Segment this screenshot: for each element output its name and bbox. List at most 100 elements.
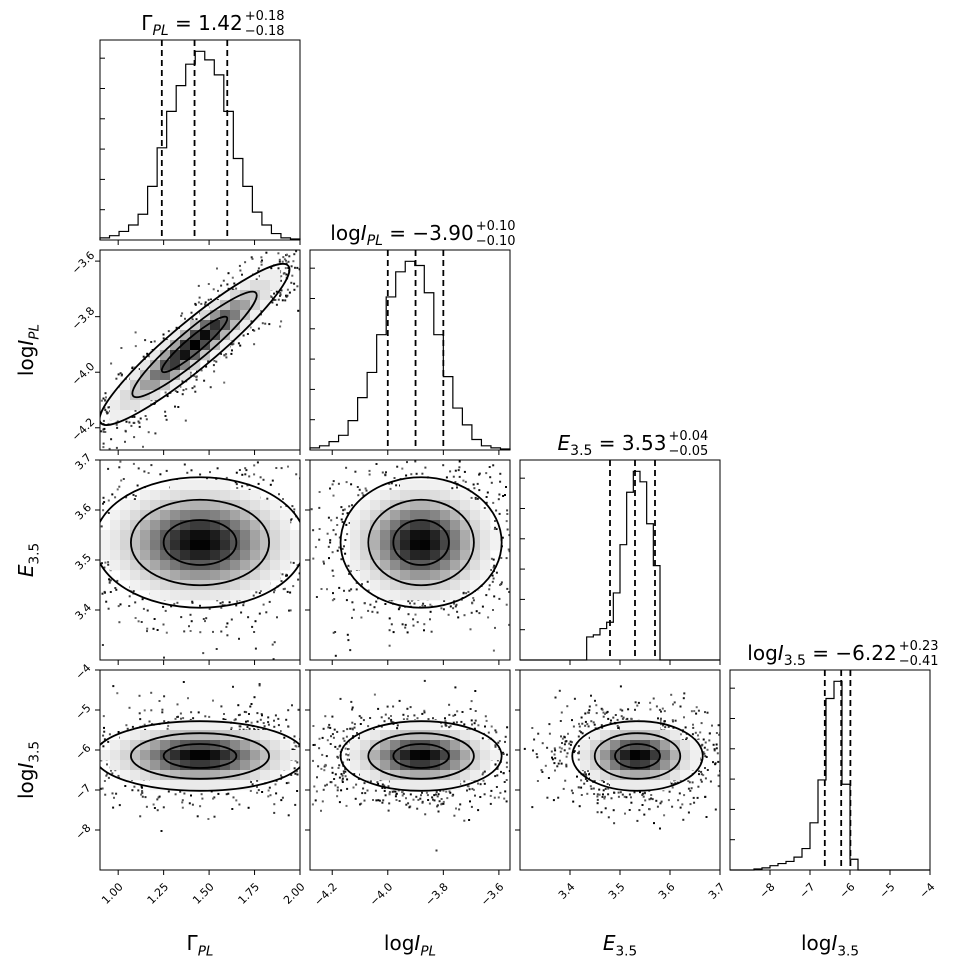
density-cell bbox=[220, 590, 231, 601]
scatter-point bbox=[557, 796, 560, 799]
scatter-point bbox=[404, 626, 407, 629]
scatter-point bbox=[287, 814, 290, 817]
scatter-point bbox=[679, 806, 682, 809]
scatter-point bbox=[189, 718, 192, 721]
scatter-point bbox=[456, 710, 459, 713]
scatter-point bbox=[113, 796, 115, 799]
density-cell bbox=[360, 510, 371, 521]
scatter-point bbox=[326, 532, 329, 535]
density-cell bbox=[440, 780, 451, 791]
density-cell bbox=[380, 570, 391, 581]
scatter-point bbox=[580, 794, 583, 796]
scatter-point bbox=[685, 738, 687, 741]
scatter-point bbox=[259, 309, 262, 312]
density-cell bbox=[630, 750, 641, 761]
scatter-point bbox=[548, 723, 551, 726]
x-tick-label-lognpl: −4.2 bbox=[312, 880, 340, 908]
scatter-point bbox=[554, 757, 557, 760]
density-cell bbox=[190, 510, 201, 521]
scatter-point bbox=[561, 742, 563, 744]
density-cell bbox=[180, 350, 191, 361]
scatter-point bbox=[133, 785, 136, 788]
scatter-point bbox=[388, 791, 391, 794]
hist-panel-gamma: ΓPL = 1.42 +0.18−0.18 bbox=[99, 9, 301, 245]
scatter-point bbox=[386, 705, 389, 708]
scatter-point bbox=[377, 799, 380, 802]
density-cell bbox=[400, 570, 411, 581]
scatter-point bbox=[287, 781, 290, 784]
scatter-point bbox=[493, 796, 496, 799]
scatter-point bbox=[204, 715, 207, 718]
scatter-point bbox=[141, 786, 143, 789]
density-cell bbox=[160, 780, 171, 791]
scatter-point bbox=[422, 602, 425, 605]
scatter-point bbox=[227, 792, 230, 795]
density-cell bbox=[450, 740, 461, 751]
scatter-point bbox=[472, 599, 475, 602]
density-cell bbox=[240, 300, 251, 311]
scatter-point bbox=[342, 730, 345, 733]
scatter-point bbox=[162, 337, 165, 340]
density-cell bbox=[220, 550, 231, 561]
density-cell bbox=[610, 740, 621, 751]
scatter-point bbox=[147, 355, 150, 358]
density-cell bbox=[450, 730, 461, 741]
density-cell bbox=[430, 540, 441, 551]
scatter-point bbox=[103, 730, 106, 733]
scatter-point bbox=[288, 609, 291, 612]
scatter-point bbox=[120, 479, 123, 482]
density-cell bbox=[480, 740, 491, 751]
scatter-point bbox=[323, 765, 326, 768]
scatter-point bbox=[334, 773, 337, 776]
density-cell bbox=[660, 760, 671, 771]
density-cell bbox=[380, 770, 391, 781]
density-cell bbox=[120, 400, 131, 411]
scatter-point bbox=[557, 762, 560, 765]
density-cell bbox=[230, 320, 241, 331]
density-cell bbox=[190, 340, 201, 351]
scatter-point bbox=[264, 322, 267, 325]
scatter-point bbox=[595, 712, 598, 715]
scatter-point bbox=[605, 711, 608, 714]
scatter-point bbox=[697, 734, 699, 737]
scatter-point bbox=[602, 793, 604, 796]
density-cell bbox=[190, 480, 201, 491]
density-cell bbox=[350, 550, 361, 561]
scatter-point bbox=[484, 715, 487, 718]
title-symbol: Γ bbox=[141, 11, 153, 35]
density-cell bbox=[460, 500, 471, 511]
scatter-point bbox=[390, 623, 393, 626]
scatter-point bbox=[235, 287, 238, 290]
y-axis-label-logn35-text: log bbox=[14, 769, 38, 800]
scatter-point bbox=[481, 737, 484, 740]
density-cell bbox=[270, 730, 281, 741]
density-cell bbox=[260, 520, 271, 531]
y-axis-label-lognpl-sub: PL bbox=[27, 324, 43, 340]
scatter-point bbox=[272, 658, 275, 660]
density-cell bbox=[200, 740, 211, 751]
scatter-point bbox=[320, 809, 322, 812]
scatter-point bbox=[553, 747, 556, 750]
density-cell bbox=[180, 530, 191, 541]
scatter-point bbox=[505, 761, 508, 764]
scatter-point bbox=[563, 736, 566, 739]
scatter-point bbox=[291, 704, 293, 707]
scatter-point bbox=[265, 611, 268, 614]
scatter-point bbox=[348, 573, 350, 575]
scatter-point bbox=[559, 750, 562, 753]
scatter-point bbox=[289, 609, 292, 612]
scatter-point bbox=[257, 789, 260, 792]
scatter-point bbox=[698, 770, 700, 773]
scatter-point bbox=[262, 478, 265, 481]
scatter-point bbox=[577, 745, 580, 748]
density-cell bbox=[180, 340, 191, 351]
scatter-point bbox=[708, 732, 711, 735]
scatter-point bbox=[327, 726, 330, 729]
scatter-point bbox=[249, 789, 252, 792]
density-cell bbox=[360, 740, 371, 751]
density-cell bbox=[160, 750, 171, 761]
scatter-point bbox=[431, 796, 434, 799]
scatter-point bbox=[322, 560, 325, 563]
scatter-point bbox=[473, 722, 476, 725]
scatter-point bbox=[101, 644, 104, 646]
